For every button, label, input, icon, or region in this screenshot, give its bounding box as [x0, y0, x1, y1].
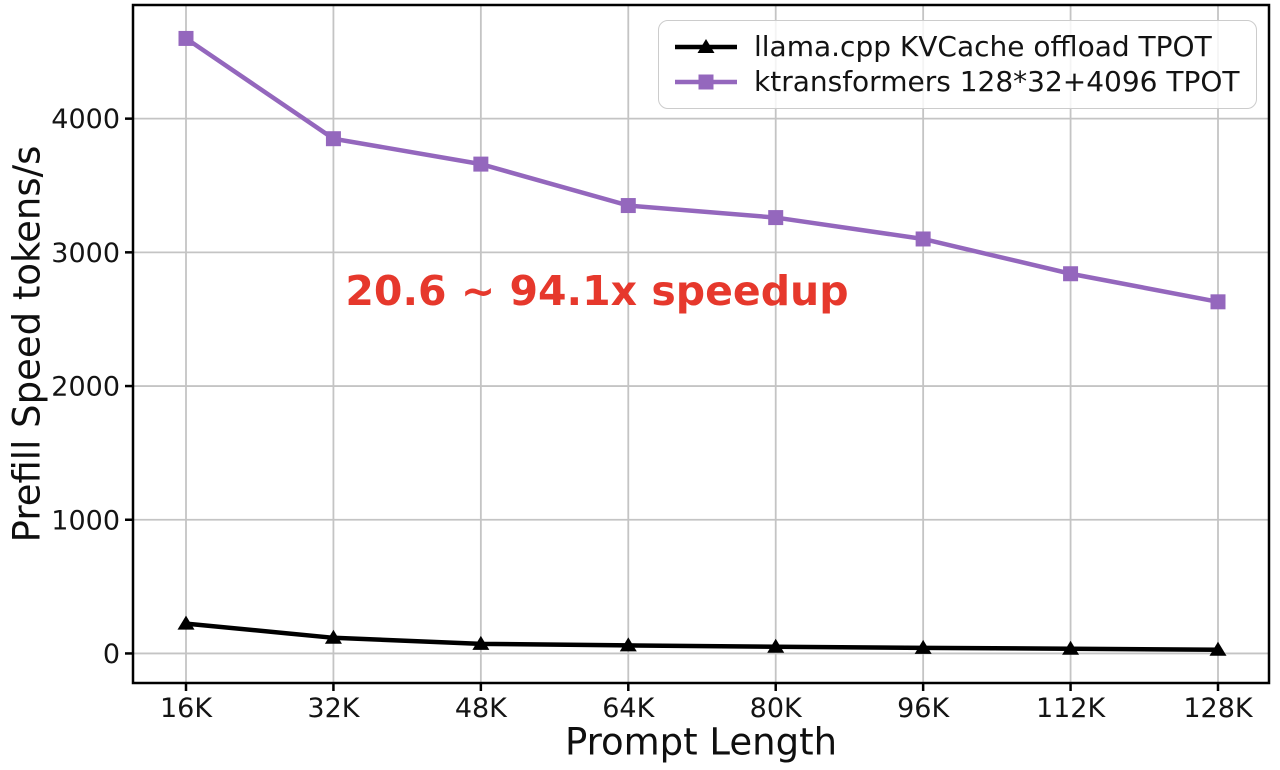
gridlines — [133, 5, 1269, 683]
data-point-marker — [1063, 266, 1079, 282]
tick-marks — [125, 117, 1220, 691]
data-point-marker — [178, 30, 194, 46]
data-point-marker — [619, 637, 637, 652]
data-point-marker — [1209, 641, 1227, 656]
legend-item-ktransformers: ktransformers 128*32+4096 TPOT — [673, 68, 1242, 96]
legend-label-ktransformers: ktransformers 128*32+4096 TPOT — [754, 65, 1240, 99]
speedup-annotation: 20.6 ~ 94.1x speedup — [345, 267, 849, 315]
data-point-marker — [767, 638, 785, 653]
x-tick-label: 80K — [750, 693, 803, 724]
y-tick-label: 4000 — [51, 104, 120, 135]
data-point-marker — [768, 210, 784, 226]
y-axis-label: Prefill Speed tokens/s — [5, 145, 49, 543]
legend-sample-llamacpp-line-icon — [675, 38, 737, 53]
x-tick-label: 112K — [1036, 693, 1107, 724]
square-marker-icon — [698, 74, 714, 90]
y-tick-label: 2000 — [51, 372, 120, 403]
series-ktransformers — [178, 30, 1226, 310]
data-point-marker — [177, 615, 195, 630]
data-point-marker — [620, 198, 636, 214]
data-point-marker — [1062, 640, 1080, 655]
x-axis-label: Prompt Length — [564, 720, 838, 764]
tick-labels: 16K 32K 48K 64K 80K 96K 112K 128K 0 1000 2000 3000 4… — [51, 104, 1254, 724]
x-tick-label: 32K — [307, 693, 360, 724]
legend-item-llamacpp: llama.cpp KVCache offload TPOT — [673, 29, 1242, 63]
data-point-marker — [472, 635, 490, 650]
legend-label-llamacpp: llama.cpp KVCache offload TPOT — [754, 29, 1212, 63]
x-tick-label: 16K — [160, 693, 213, 724]
series-line — [184, 36, 1219, 305]
y-tick-label: 0 — [103, 639, 120, 670]
triangle-marker-icon — [697, 38, 715, 53]
x-tick-label: 64K — [602, 693, 655, 724]
data-point-marker — [473, 156, 489, 172]
y-tick-label: 3000 — [51, 238, 120, 269]
data-point-marker — [1210, 294, 1226, 310]
series-llamacpp — [177, 615, 1227, 656]
x-tick-label: 48K — [455, 693, 508, 724]
data-point-marker — [914, 639, 932, 654]
series-line — [185, 621, 1219, 652]
x-tick-label: 128K — [1183, 693, 1254, 724]
x-tick-label: 96K — [897, 693, 950, 724]
data-point-marker — [915, 231, 931, 247]
plot-border — [131, 3, 1271, 685]
data-point-marker — [325, 131, 341, 147]
legend-sample-ktransformers-line-icon — [675, 74, 737, 90]
legend: llama.cpp KVCache offload TPOT ktransfor… — [658, 20, 1257, 109]
data-point-marker — [324, 629, 342, 644]
y-tick-label: 1000 — [51, 505, 120, 536]
